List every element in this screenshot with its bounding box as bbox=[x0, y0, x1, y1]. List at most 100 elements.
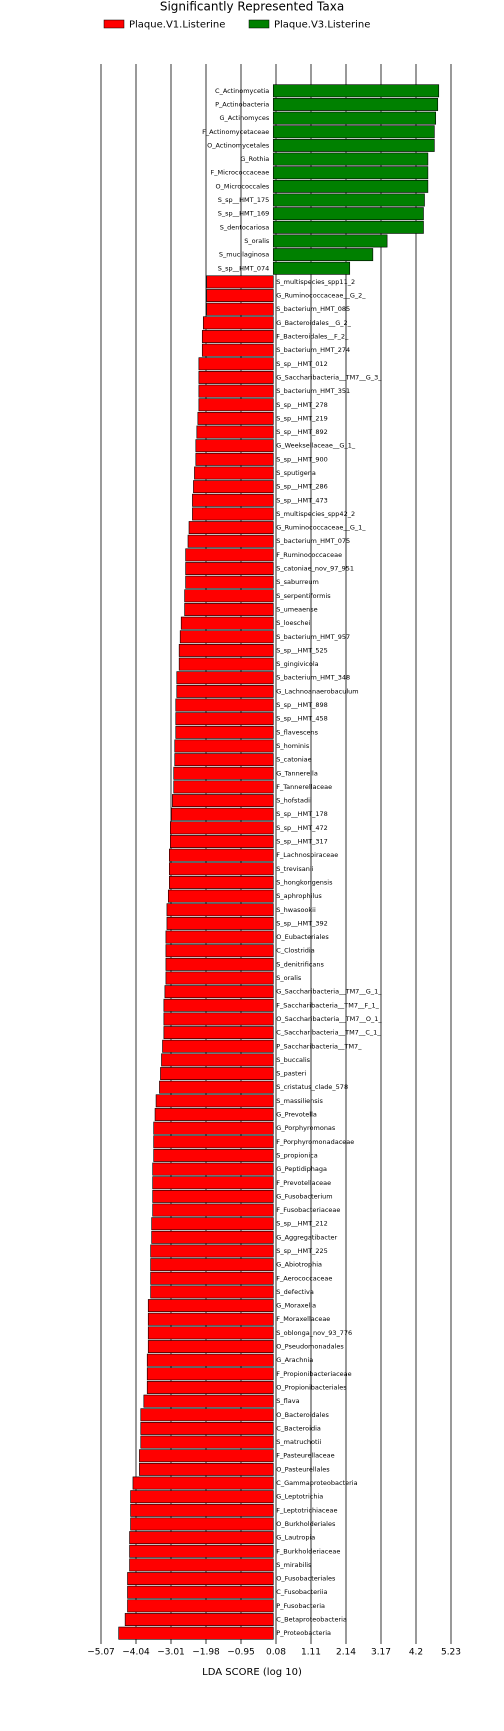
bar bbox=[146, 1353, 274, 1367]
category-label: S_hominis bbox=[276, 742, 310, 750]
category-label: S_gingivicola bbox=[276, 660, 318, 668]
bar bbox=[153, 1121, 274, 1135]
legend-label: Plaque.V1.Listerine bbox=[129, 20, 225, 31]
bar bbox=[163, 1026, 274, 1040]
bar bbox=[172, 794, 274, 808]
bar bbox=[165, 930, 274, 944]
category-label: S_hofstadii bbox=[276, 797, 312, 805]
category-label: C_Betaproteobacteria bbox=[276, 1616, 347, 1624]
category-label: C_Clostridia bbox=[276, 947, 314, 955]
category-label: S_sp__HMT_225 bbox=[276, 1247, 328, 1255]
bar bbox=[152, 1162, 274, 1176]
x-tick-label: 3.17 bbox=[371, 1648, 391, 1658]
category-label: O_Pseudomonadales bbox=[276, 1343, 344, 1351]
category-label: S_aphrophilus bbox=[276, 892, 322, 900]
bar bbox=[179, 630, 274, 644]
bar bbox=[130, 1503, 274, 1517]
bar bbox=[195, 439, 274, 453]
category-label: S_sp__HMT_892 bbox=[276, 428, 328, 436]
bar bbox=[272, 193, 425, 207]
legend-label: Plaque.V3.Listerine bbox=[274, 20, 370, 31]
category-label: S_flava bbox=[276, 1397, 299, 1405]
bar bbox=[194, 466, 274, 480]
bar bbox=[198, 384, 274, 398]
bar bbox=[166, 916, 274, 930]
category-label: O_Actinomycetales bbox=[207, 141, 270, 149]
bar bbox=[178, 643, 274, 657]
bar bbox=[195, 452, 274, 466]
category-label: F_Porphyromonadaceae bbox=[276, 1138, 354, 1146]
bar bbox=[162, 1039, 274, 1053]
x-tick-label: −5.07 bbox=[87, 1648, 115, 1658]
bar bbox=[152, 1189, 274, 1203]
bar bbox=[171, 807, 274, 821]
category-label: S_serpentiformis bbox=[276, 592, 331, 600]
category-label: G_Saccharibacteria__TM7__G_1_ bbox=[276, 988, 382, 996]
bar bbox=[161, 1053, 274, 1067]
bar bbox=[175, 698, 274, 712]
category-label: S_pasteri bbox=[276, 1070, 306, 1078]
category-label: S_sp__HMT_900 bbox=[276, 455, 328, 463]
category-label: S_mirabilis bbox=[276, 1561, 312, 1569]
category-label: S_defectiva bbox=[276, 1288, 314, 1296]
category-label: F_Actinomycetaceae bbox=[202, 128, 269, 136]
bar bbox=[272, 207, 424, 221]
bar bbox=[147, 1299, 274, 1313]
category-label: S_mucilaginosa bbox=[219, 251, 269, 259]
category-label: O_Pasteurellales bbox=[276, 1465, 330, 1473]
category-label: S_bacterium_HMT_348 bbox=[276, 674, 350, 682]
bar bbox=[139, 1462, 274, 1476]
category-label: G_Tannerella bbox=[276, 769, 318, 777]
bar bbox=[187, 534, 274, 548]
bar bbox=[185, 548, 274, 562]
bar bbox=[272, 84, 440, 98]
legend-swatch bbox=[103, 19, 125, 29]
category-label: F_Bacteroidales__F_2_ bbox=[276, 333, 349, 341]
bar bbox=[193, 480, 274, 494]
bar bbox=[140, 1435, 274, 1449]
category-label: P_Saccharibacteria__TM7_ bbox=[276, 1042, 362, 1050]
bar bbox=[151, 1230, 274, 1244]
category-label: S_bacterium_HMT_085 bbox=[276, 305, 350, 313]
x-tick-label: 0.08 bbox=[266, 1648, 286, 1658]
bar bbox=[166, 903, 274, 917]
category-label: S_oblonga_nov_93_776 bbox=[276, 1329, 352, 1337]
x-tick-label: 4.2 bbox=[409, 1648, 423, 1658]
bar bbox=[175, 712, 274, 726]
category-label: S_catoniae_nov_97_951 bbox=[276, 565, 354, 573]
category-label: O_Fusobacteriales bbox=[276, 1575, 336, 1583]
category-label: S_oralis bbox=[244, 237, 270, 245]
category-label: O_Micrococcales bbox=[216, 182, 270, 190]
category-label: S_catoniae bbox=[276, 756, 311, 764]
bar bbox=[272, 111, 437, 125]
category-label: S_flavescens bbox=[276, 728, 318, 736]
category-label: G_Lachnoanaerobaculum bbox=[276, 687, 358, 695]
category-label: G_Weeksellaceae__G_1_ bbox=[276, 442, 356, 450]
category-label: S_sp__HMT_525 bbox=[276, 646, 328, 654]
bar bbox=[165, 971, 274, 985]
bar bbox=[130, 1490, 274, 1504]
category-label: S_sp__HMT_074 bbox=[218, 264, 270, 272]
category-label: P_Proteobacteria bbox=[276, 1629, 331, 1637]
category-label: G_Fusobacterium bbox=[276, 1192, 332, 1200]
category-label: C_Gammaproteobacteria bbox=[276, 1479, 357, 1487]
bar bbox=[173, 766, 274, 780]
category-label: S_multispecies_spp11_2 bbox=[276, 278, 355, 286]
category-label: S_sp__HMT_278 bbox=[276, 401, 328, 409]
category-label: S_hongkongensis bbox=[276, 878, 333, 886]
bar bbox=[163, 1012, 274, 1026]
category-label: C_Saccharibacteria__TM7__C_1_ bbox=[276, 1029, 381, 1037]
category-label: S_multispecies_spp42_2 bbox=[276, 510, 355, 518]
bar bbox=[170, 835, 274, 848]
bar bbox=[206, 302, 274, 316]
category-label: G_Porphyromonas bbox=[276, 1124, 336, 1132]
bar bbox=[165, 957, 274, 971]
bar bbox=[272, 248, 374, 262]
bar bbox=[155, 1094, 274, 1108]
category-label: G_Bacteroidales__G_2_ bbox=[276, 319, 351, 327]
bar bbox=[202, 316, 274, 330]
category-label: S_sp__HMT_175 bbox=[218, 196, 270, 204]
bar bbox=[147, 1312, 274, 1326]
category-label: G_Saccharibacteria__TM7__G_3_ bbox=[276, 373, 382, 381]
